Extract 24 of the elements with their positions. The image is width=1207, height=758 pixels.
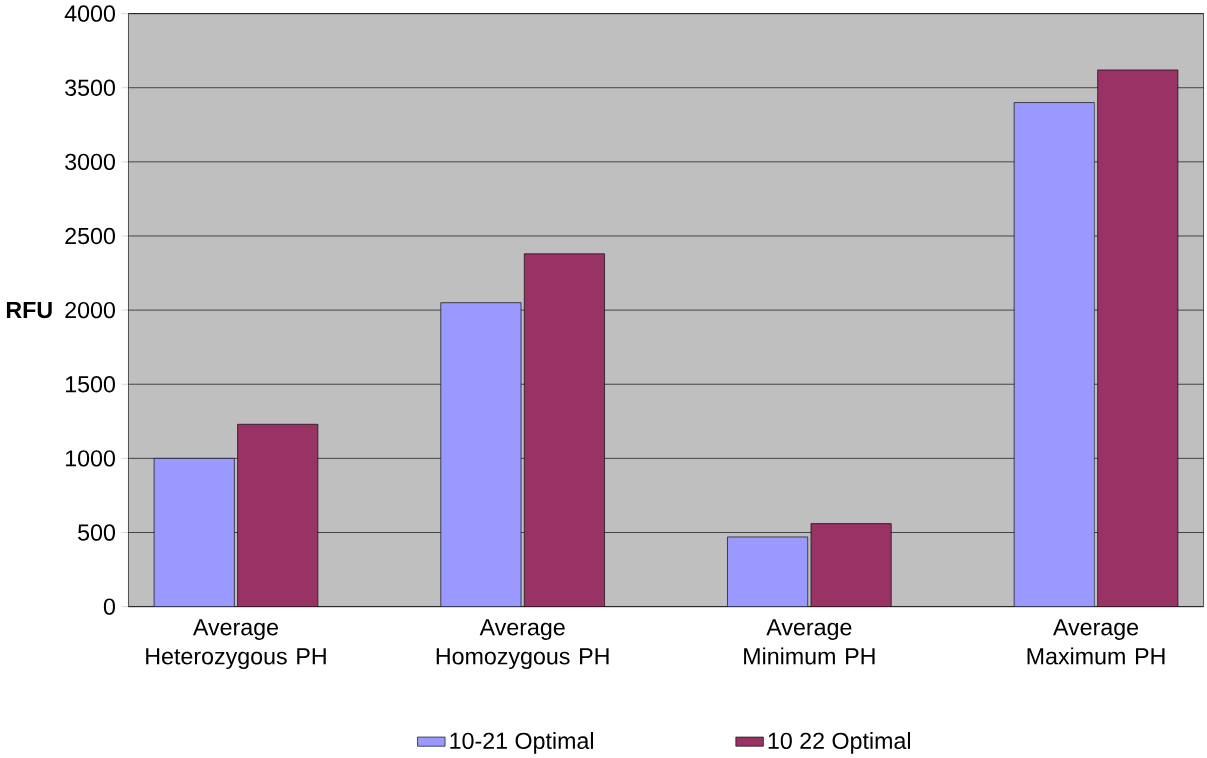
bar bbox=[523, 253, 605, 607]
bar bbox=[1097, 69, 1179, 607]
y-tick-label: 1000 bbox=[65, 450, 115, 467]
bar bbox=[153, 458, 235, 607]
x-tick-label: Average Maximum PH bbox=[1027, 619, 1165, 665]
bar bbox=[727, 536, 809, 607]
bar bbox=[440, 302, 522, 607]
bar bbox=[237, 424, 319, 607]
y-tick-label: 2500 bbox=[65, 227, 115, 245]
y-tick-label: 2000 bbox=[65, 302, 115, 319]
y-tick-label: 4000 bbox=[64, 5, 115, 22]
x-tick-label: Average Heterozygous PH bbox=[146, 619, 326, 670]
legend-label: 10-21 Optimal bbox=[450, 732, 593, 754]
bar bbox=[1013, 102, 1095, 607]
x-tick-label: Average Homozygous PH bbox=[436, 619, 609, 670]
y-tick-label: 3500 bbox=[65, 79, 115, 97]
y-tick-label: 0 bbox=[103, 598, 115, 615]
y-axis-title: RFU bbox=[6, 302, 52, 319]
y-tick-label: 500 bbox=[78, 524, 115, 541]
x-tick-label: Average Minimum PH bbox=[744, 619, 875, 665]
y-tick-label: 1500 bbox=[65, 376, 115, 393]
y-tick-label: 3000 bbox=[65, 153, 115, 171]
legend-label: 10 22 Optimal bbox=[768, 732, 910, 754]
bar bbox=[810, 523, 892, 607]
